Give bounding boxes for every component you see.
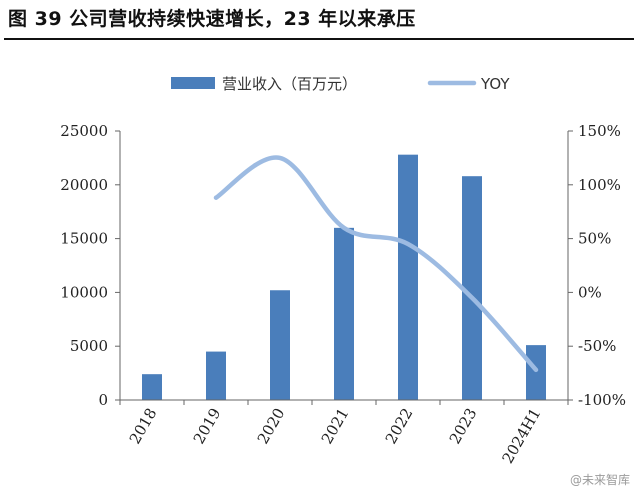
right-tick-label: 50%	[578, 230, 611, 248]
x-axis: 2018 2019 2020 2021 2022 2023 2024H1	[119, 399, 569, 467]
right-tick-label: 0%	[578, 283, 602, 301]
page-title: 图 39 公司营收持续快速增长，23 年以来承压	[8, 8, 416, 30]
title-divider	[4, 38, 634, 40]
legend-line-label: YOY	[480, 75, 510, 93]
bar-2020	[270, 290, 290, 400]
x-tick-label: 2024H1	[498, 405, 544, 467]
right-tick-label: -50%	[578, 337, 616, 355]
x-tick-label: 2019	[190, 405, 225, 447]
x-tick-label: 2021	[318, 405, 353, 447]
left-tick-label: 15000	[60, 230, 108, 248]
legend-bar-swatch	[171, 77, 215, 89]
left-tick-label: 20000	[60, 176, 108, 194]
right-tick-label: 150%	[578, 122, 621, 140]
line-series	[213, 155, 539, 373]
legend: 营业收入（百万元） YOY	[171, 75, 510, 93]
x-tick-label: 2022	[382, 405, 417, 447]
right-y-axis: -100% -50% 0% 50% 100% 150%	[567, 122, 626, 409]
bar-2023	[462, 176, 482, 400]
left-tick-label: 5000	[70, 337, 108, 355]
x-tick-label: 2018	[126, 405, 161, 447]
bar-2021	[334, 227, 354, 400]
watermark: @未来智库	[569, 473, 630, 487]
right-tick-label: 100%	[578, 176, 621, 194]
x-tick-label: 2020	[254, 405, 289, 447]
yoy-line	[213, 155, 539, 373]
left-tick-label: 25000	[60, 122, 108, 140]
right-tick-label: -100%	[578, 391, 626, 409]
bar-series	[142, 154, 546, 400]
x-tick-label: 2023	[446, 405, 481, 447]
legend-bar-label: 营业收入（百万元）	[222, 75, 357, 93]
left-y-axis: 0 5000 10000 15000 20000 25000	[60, 122, 121, 409]
bar-2018	[142, 374, 162, 400]
bar-2024H1	[526, 345, 546, 400]
left-tick-label: 0	[98, 391, 108, 409]
bar-2022	[398, 154, 418, 400]
left-tick-label: 10000	[60, 283, 108, 301]
bar-2019	[206, 351, 226, 400]
